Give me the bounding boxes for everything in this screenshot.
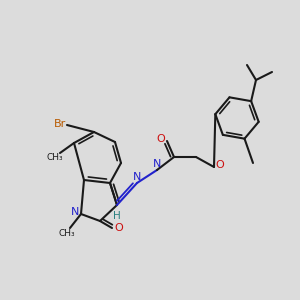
Text: N: N <box>133 172 141 182</box>
Text: O: O <box>157 134 165 144</box>
Text: Br: Br <box>54 119 66 129</box>
Text: O: O <box>115 223 123 233</box>
Text: N: N <box>71 207 79 217</box>
Text: N: N <box>153 159 161 169</box>
Text: H: H <box>113 211 121 221</box>
Text: O: O <box>216 160 224 170</box>
Text: CH₃: CH₃ <box>47 154 63 163</box>
Text: CH₃: CH₃ <box>59 230 75 238</box>
